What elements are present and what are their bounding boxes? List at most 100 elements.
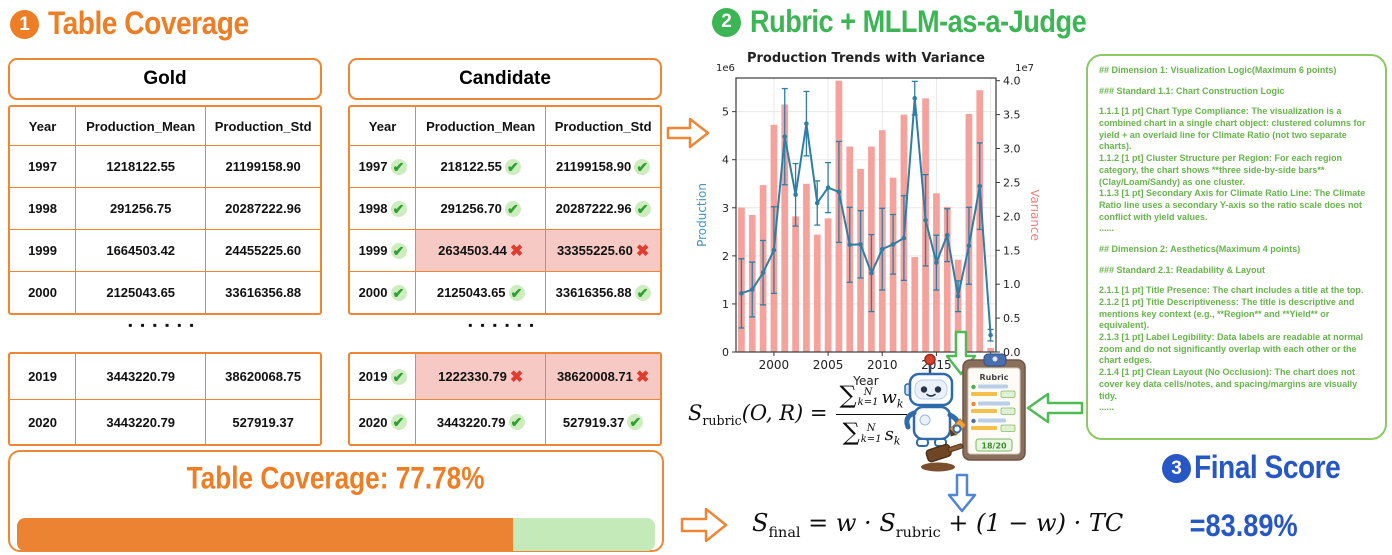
judge-robot-illustration: Rubric 18/20 bbox=[904, 353, 1026, 472]
svg-text:5: 5 bbox=[722, 106, 729, 119]
table-cell: 33616356.88 ✔ bbox=[545, 271, 660, 313]
table-cell: 33616356.88 bbox=[205, 271, 320, 313]
cell-value: 1998 bbox=[28, 201, 57, 216]
rubric-line: ## Dimension 1: Visualization Logic(Maxi… bbox=[1099, 65, 1337, 75]
section2-title: Rubric + MLLM-as-a-Judge bbox=[750, 4, 1087, 39]
coverage-progress-track bbox=[17, 518, 655, 551]
table-cell: Production_Mean bbox=[75, 107, 205, 145]
cell-value: 1999 bbox=[28, 243, 57, 258]
rubric-line: ...... bbox=[1099, 402, 1115, 413]
table-cell: Production_Mean bbox=[415, 107, 545, 145]
svg-text:3: 3 bbox=[722, 202, 729, 215]
table-cell: Year bbox=[10, 107, 75, 145]
rubric-line: 2.1.2 [1 pt] Title Descriptiveness: The … bbox=[1099, 297, 1355, 331]
check-icon: ✔ bbox=[390, 284, 407, 301]
cell-value: 1999 bbox=[358, 243, 388, 258]
cell-value: Production_Std bbox=[214, 118, 312, 134]
svg-text:Production: Production bbox=[695, 183, 709, 247]
cell-value: 2125043.65 bbox=[106, 285, 176, 300]
cell-value: Year bbox=[368, 118, 397, 134]
table-cell: Production_Std bbox=[205, 107, 320, 145]
table-cell: 1999 bbox=[10, 229, 76, 271]
arrow-right-orange-icon bbox=[666, 117, 710, 149]
table-cell: 2019 bbox=[10, 354, 75, 399]
check-icon: ✔ bbox=[390, 368, 407, 385]
check-icon: ✔ bbox=[634, 284, 651, 301]
cell-value: 33616356.88 bbox=[225, 285, 302, 300]
cell-value: 3443220.79 bbox=[106, 414, 176, 430]
cell-value: 21199158.90 bbox=[225, 159, 301, 174]
cell-value: 2019 bbox=[358, 369, 388, 384]
rubric-line: ### Standard 2.1: Readability & Layout bbox=[1099, 264, 1266, 275]
candidate-row-ellipsis: ▪▪▪▪▪▪ bbox=[468, 318, 542, 332]
cell-value: 21199158.90 bbox=[556, 159, 632, 174]
clipboard-score: 18/20 bbox=[981, 442, 1007, 451]
table-cell: 24455225.60 bbox=[205, 229, 320, 271]
check-icon: ✔ bbox=[390, 158, 407, 175]
cell-value: 527919.37 bbox=[232, 414, 294, 430]
gold-table-title: Gold bbox=[8, 58, 322, 100]
cell-value: 2000 bbox=[28, 285, 57, 300]
svg-text:2005: 2005 bbox=[813, 358, 844, 372]
check-icon: ✔ bbox=[634, 200, 651, 217]
gold-table-bottom: 2019 3443220.79 38620068.75 2020 3443220.79 5… bbox=[8, 352, 322, 446]
rubric-line: 2.1.1 [1 pt] Title Presence: The chart i… bbox=[1099, 285, 1364, 296]
svg-text:1e6: 1e6 bbox=[716, 63, 735, 74]
table-cell: 38620068.75 bbox=[205, 354, 320, 399]
cell-value: 33355225.60 bbox=[556, 243, 633, 258]
table-cell: 3443220.79 ✔ bbox=[415, 399, 546, 444]
table-cell: 1998 bbox=[10, 187, 76, 229]
table-cell: 1998 ✔ bbox=[350, 187, 416, 229]
svg-text:Year: Year bbox=[852, 374, 878, 388]
table-cell: 527919.37 bbox=[205, 399, 320, 444]
section2-heading: 2 Rubric + MLLM-as-a-Judge bbox=[712, 4, 1097, 39]
cell-value: 2125043.65 bbox=[436, 285, 506, 300]
table-cell: 291256.70 ✔ bbox=[415, 187, 546, 229]
table-cell: 21199158.90 bbox=[205, 145, 320, 187]
cell-value: 20287222.96 bbox=[225, 201, 302, 216]
svg-text:1: 1 bbox=[722, 298, 729, 311]
rubric-line: ...... bbox=[1099, 223, 1115, 234]
cross-icon: ✖ bbox=[509, 368, 524, 386]
svg-text:Production Trends with Varianc: Production Trends with Variance bbox=[747, 51, 985, 66]
candidate-table-bottom: 2019 ✔ 1222330.79 ✖ 38620008.71 ✖ 2020 ✔ 3443220… bbox=[348, 352, 662, 446]
circled-1-badge: 1 bbox=[10, 10, 39, 39]
cell-value: 1997 bbox=[28, 159, 57, 174]
table-cell: Production_Std bbox=[545, 107, 660, 145]
section3-heading: 3 Final Score bbox=[1162, 450, 1345, 486]
check-icon: ✔ bbox=[634, 158, 651, 175]
svg-text:0.0: 0.0 bbox=[1003, 346, 1021, 359]
svg-text:1e7: 1e7 bbox=[1015, 63, 1034, 74]
cell-value: 1222330.79 bbox=[438, 369, 507, 384]
cell-value: 2019 bbox=[28, 369, 57, 384]
arrow-left-green-icon bbox=[1026, 392, 1084, 424]
check-icon: ✔ bbox=[504, 158, 521, 175]
table-cell: 20287222.96 bbox=[205, 187, 320, 229]
rubric-line: 2.1.3 [1 pt] Label Legibility: Data labe… bbox=[1099, 332, 1364, 366]
production-trends-chart: 0 1 2 3 4 5 0.0 0.5 1.0 1.5 2.0 2.5 3.0 3.5 4.0 2000 200… bbox=[695, 51, 1039, 388]
table-cell: 1664503.42 bbox=[75, 229, 206, 271]
table-cell: 1218122.55 bbox=[75, 145, 206, 187]
svg-text:4.0: 4.0 bbox=[1003, 75, 1021, 88]
cell-value: 3443220.79 bbox=[436, 414, 506, 430]
arrow-right-orange-bottom-icon bbox=[680, 507, 728, 543]
svg-text:3.5: 3.5 bbox=[1003, 109, 1021, 122]
cell-value: 2634503.44 bbox=[438, 243, 507, 258]
table-cell: 1999 ✔ bbox=[350, 229, 416, 271]
cell-value: 20287222.96 bbox=[555, 201, 632, 216]
cell-value: 1998 bbox=[358, 201, 388, 216]
table-cell: 3443220.79 bbox=[75, 354, 205, 399]
final-score-value: =83.89% bbox=[1189, 508, 1298, 543]
rubric-line: ## Dimension 2: Aesthetics(Maximum 4 poi… bbox=[1099, 243, 1301, 254]
cross-icon: ✖ bbox=[635, 242, 650, 260]
check-icon: ✔ bbox=[390, 414, 407, 430]
svg-text:2000: 2000 bbox=[759, 358, 790, 372]
table-cell: 38620008.71 ✖ bbox=[545, 354, 660, 399]
table-cell: 1997 ✔ bbox=[350, 145, 416, 187]
check-icon: ✔ bbox=[508, 284, 525, 301]
table-cell: 2020 bbox=[10, 399, 76, 444]
cell-value: 2020 bbox=[28, 414, 57, 430]
gavel-icon bbox=[925, 443, 964, 463]
